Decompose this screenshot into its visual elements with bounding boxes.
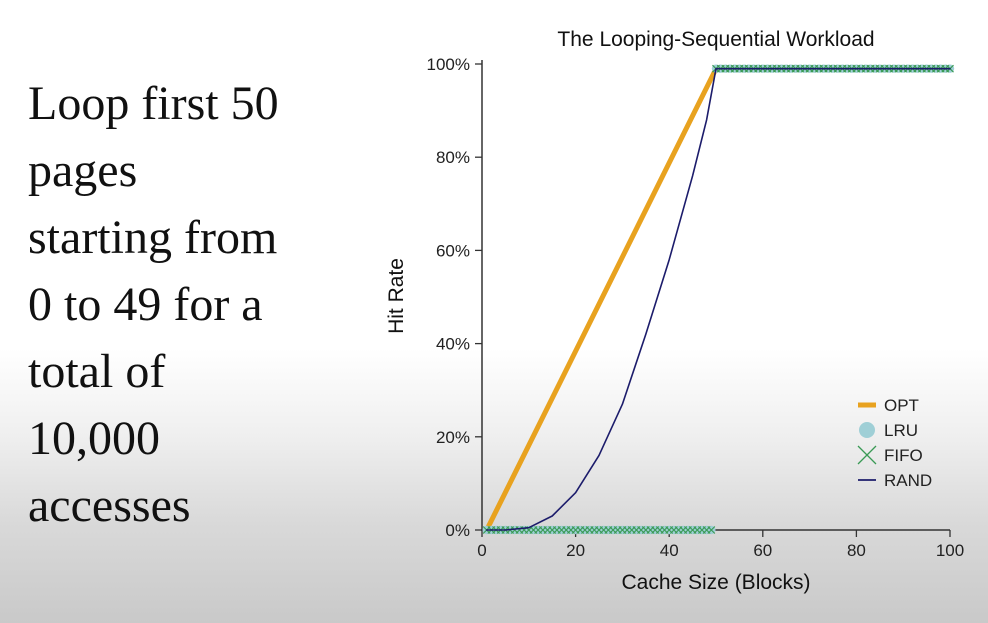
y-tick-label: 80% xyxy=(436,148,470,167)
legend-label: FIFO xyxy=(884,446,923,465)
slide-body-text: Loop first 50 pages starting from 0 to 4… xyxy=(28,77,279,532)
legend-label: RAND xyxy=(884,471,932,490)
x-tick-label: 0 xyxy=(477,541,486,560)
x-tick-label: 20 xyxy=(566,541,585,560)
series-rand xyxy=(485,67,951,531)
legend-label: OPT xyxy=(884,396,919,415)
legend: OPT LRU FIFO RAND xyxy=(857,396,932,490)
y-tick-label: 40% xyxy=(436,335,470,354)
y-tick-label: 0% xyxy=(445,521,470,540)
legend-item-lru: LRU xyxy=(859,421,918,440)
x-tick-label: 80 xyxy=(847,541,866,560)
x-axis-title: Cache Size (Blocks) xyxy=(621,571,810,594)
chart-title: The Looping-Sequential Workload xyxy=(557,28,874,51)
y-axis-title: Hit Rate xyxy=(385,258,408,334)
legend-item-opt: OPT xyxy=(858,396,919,415)
x-tick-label: 40 xyxy=(660,541,679,560)
series-line-rand xyxy=(485,67,951,531)
legend-label: LRU xyxy=(884,421,918,440)
legend-item-rand: RAND xyxy=(858,471,932,490)
x-tick-label: 100 xyxy=(936,541,964,560)
series-opt xyxy=(484,66,953,533)
series-line-opt xyxy=(484,66,953,533)
legend-swatch xyxy=(859,422,875,438)
data-point-fifo xyxy=(707,526,716,534)
legend-item-fifo: FIFO xyxy=(857,445,923,465)
y-tick-label: 20% xyxy=(436,428,470,447)
y-tick-label: 60% xyxy=(436,241,470,260)
y-tick-label: 100% xyxy=(427,55,470,74)
series-layer xyxy=(482,64,955,535)
x-tick-label: 60 xyxy=(753,541,772,560)
legend-swatch xyxy=(857,445,877,465)
series-fifo xyxy=(482,64,954,534)
